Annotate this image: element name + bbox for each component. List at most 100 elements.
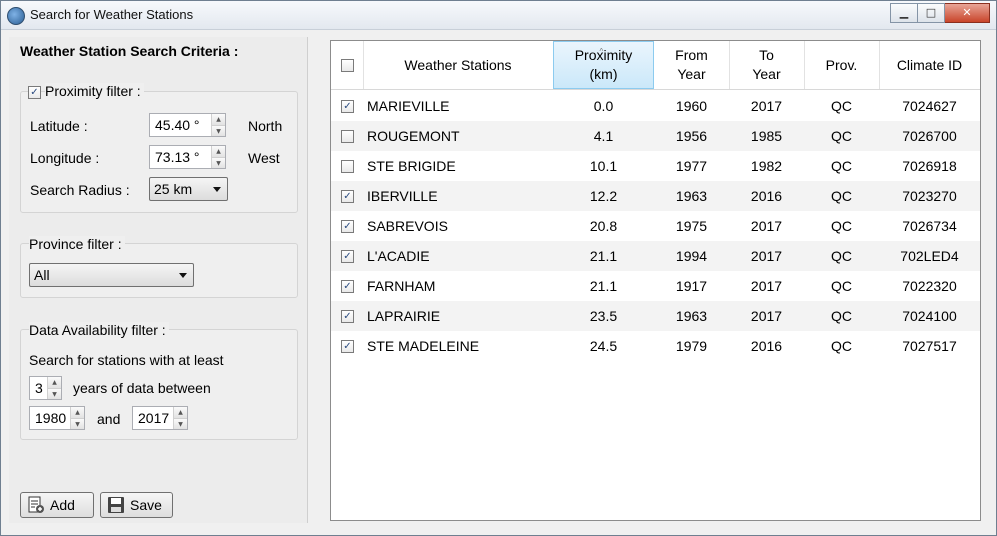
window-controls: ▁ □ ✕ [890, 3, 990, 23]
select-all-column-header [331, 41, 364, 89]
availability-description: Search for stations with at least [29, 352, 224, 368]
table-row[interactable]: ✓ STE MADELEINE 24.5 1979 2016 QC 702751… [331, 331, 980, 361]
start-year-input[interactable]: 1980 ▲ ▼ [29, 406, 85, 430]
station-from-year: 1963 [675, 188, 708, 204]
criteria-title: Weather Station Search Criteria : [20, 43, 239, 59]
add-button[interactable]: Add [20, 492, 94, 518]
station-climate-id: 7023270 [902, 188, 957, 204]
table-row[interactable]: ✓ IBERVILLE 12.2 1963 2016 QC 7023270 [331, 181, 980, 211]
select-all-checkbox[interactable] [341, 59, 354, 72]
station-proximity: 0.0 [593, 98, 614, 114]
save-button[interactable]: Save [100, 492, 173, 518]
title-bar[interactable]: Search for Weather Stations ▁ □ ✕ [1, 1, 996, 30]
minimize-button[interactable]: ▁ [890, 3, 918, 23]
end-year-stepper[interactable]: ▲ ▼ [173, 407, 187, 429]
proximity-filter-group: ✓ Proximity filter : Latitude : 45.40 ° … [20, 83, 298, 213]
search-radius-select[interactable]: 25 km [149, 177, 228, 201]
longitude-value: 73.13 ° [155, 149, 200, 165]
row-checkbox[interactable]: ✓ [341, 340, 354, 353]
longitude-stepper[interactable]: ▲ ▼ [211, 146, 225, 168]
table-row[interactable]: STE BRIGIDE 10.1 1977 1982 QC 7026918 [331, 151, 980, 181]
station-proximity: 21.1 [589, 248, 618, 264]
stations-table[interactable]: Weather Stations ^ Proximity (km) From Yea… [330, 40, 981, 521]
latitude-value: 45.40 ° [155, 117, 200, 133]
header-to-year[interactable]: To Year [729, 41, 805, 89]
caret-up-icon[interactable]: ▲ [212, 114, 225, 125]
row-checkbox[interactable]: ✓ [341, 310, 354, 323]
station-from-year: 1960 [675, 98, 708, 114]
end-year-value: 2017 [138, 410, 170, 426]
table-row[interactable]: ✓ LAPRAIRIE 23.5 1963 2017 QC 7024100 [331, 301, 980, 331]
caret-up-icon[interactable]: ▲ [212, 146, 225, 157]
save-button-label: Save [130, 497, 162, 513]
search-radius-label: Search Radius : [30, 182, 130, 198]
start-year-stepper[interactable]: ▲ ▼ [70, 407, 84, 429]
station-from-year: 1994 [675, 248, 708, 264]
table-header: Weather Stations ^ Proximity (km) From Yea… [331, 41, 980, 90]
min-years-input[interactable]: 3 ▲ ▼ [29, 376, 62, 400]
station-from-year: 1917 [675, 278, 708, 294]
station-climate-id: 7026734 [902, 218, 957, 234]
station-proximity: 20.8 [589, 218, 618, 234]
station-province: QC [831, 188, 852, 204]
station-province: QC [831, 278, 852, 294]
header-to-year-label: To Year [752, 46, 780, 84]
latitude-input[interactable]: 45.40 ° ▲ ▼ [149, 113, 226, 137]
header-proximity[interactable]: ^ Proximity (km) [553, 41, 654, 89]
station-to-year: 2017 [750, 218, 783, 234]
table-row[interactable]: ✓ L'ACADIE 21.1 1994 2017 QC 702LED4 [331, 241, 980, 271]
min-years-stepper[interactable]: ▲ ▼ [47, 377, 61, 399]
header-weather-stations-label: Weather Stations [404, 56, 512, 73]
row-checkbox[interactable]: ✓ [341, 250, 354, 263]
row-checkbox[interactable]: ✓ [341, 100, 354, 113]
province-value: All [34, 267, 50, 283]
row-checkbox[interactable]: ✓ [341, 190, 354, 203]
station-name: STE BRIGIDE [367, 158, 456, 174]
table-row[interactable]: ✓ FARNHAM 21.1 1917 2017 QC 7022320 [331, 271, 980, 301]
province-select[interactable]: All [29, 263, 194, 287]
window-title: Search for Weather Stations [30, 7, 194, 22]
and-text: and [97, 411, 121, 427]
station-to-year: 2017 [750, 98, 783, 114]
row-checkbox[interactable] [341, 160, 354, 173]
row-checkbox[interactable]: ✓ [341, 220, 354, 233]
caret-down-icon[interactable]: ▼ [174, 418, 187, 429]
header-climate-id[interactable]: Climate ID [879, 41, 980, 89]
longitude-input[interactable]: 73.13 ° ▲ ▼ [149, 145, 226, 169]
caret-up-icon[interactable]: ▲ [48, 377, 61, 388]
station-name: ROUGEMONT [367, 128, 460, 144]
row-checkbox[interactable]: ✓ [341, 280, 354, 293]
header-proximity-label: Proximity (km) [575, 46, 633, 84]
caret-down-icon[interactable]: ▼ [71, 418, 84, 429]
caret-down-icon[interactable]: ▼ [212, 125, 225, 136]
proximity-filter-checkbox[interactable]: ✓ [28, 86, 41, 99]
latitude-stepper[interactable]: ▲ ▼ [211, 114, 225, 136]
header-to-line2: Year [752, 66, 781, 82]
maximize-button[interactable]: □ [918, 3, 945, 23]
table-row[interactable]: ✓ MARIEVILLE 0.0 1960 2017 QC 7024627 [331, 91, 980, 121]
close-button[interactable]: ✕ [945, 3, 990, 23]
station-to-year: 1982 [750, 158, 783, 174]
header-proximity-line1: Proximity [574, 47, 633, 63]
end-year-input[interactable]: 2017 ▲ ▼ [132, 406, 188, 430]
header-from-year[interactable]: From Year [654, 41, 730, 89]
header-from-line1: From [675, 47, 708, 63]
header-weather-stations[interactable]: Weather Stations [363, 41, 554, 89]
proximity-filter-label: Proximity filter : [45, 83, 144, 99]
station-province: QC [831, 338, 852, 354]
header-province[interactable]: Prov. [804, 41, 880, 89]
caret-down-icon[interactable]: ▼ [48, 388, 61, 399]
row-checkbox[interactable] [341, 130, 354, 143]
station-province: QC [831, 158, 852, 174]
start-year-value: 1980 [35, 410, 67, 426]
station-climate-id: 7027517 [902, 338, 957, 354]
caret-up-icon[interactable]: ▲ [174, 407, 187, 418]
caret-down-icon[interactable]: ▼ [212, 157, 225, 168]
caret-up-icon[interactable]: ▲ [71, 407, 84, 418]
station-climate-id: 7026918 [902, 158, 957, 174]
header-from-line2: Year [677, 66, 706, 82]
table-row[interactable]: ✓ SABREVOIS 20.8 1975 2017 QC 7026734 [331, 211, 980, 241]
station-name: IBERVILLE [367, 188, 438, 204]
table-row[interactable]: ROUGEMONT 4.1 1956 1985 QC 7026700 [331, 121, 980, 151]
station-province: QC [831, 128, 852, 144]
